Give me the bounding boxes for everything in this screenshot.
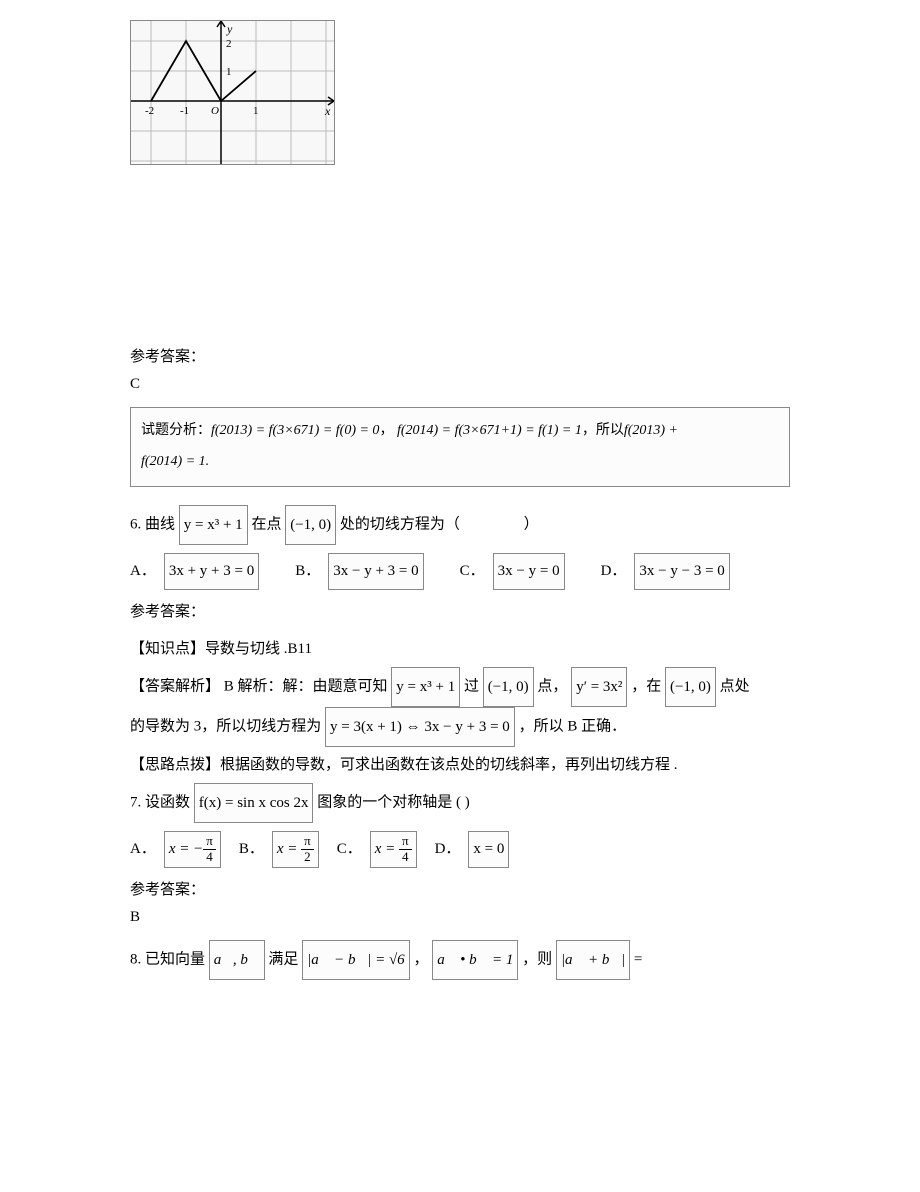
q6-text-c: 处的切线方程为（	[340, 516, 460, 532]
analysis-math-1b: f(2014) = f(3×671+1) = f(1) = 1	[397, 423, 582, 438]
q8-text-c: ，	[413, 951, 428, 967]
q6-opt-d-label: D．	[601, 555, 627, 588]
q6-sol-e: 点处	[720, 678, 750, 694]
q7-opt-b: x = π2	[272, 831, 319, 868]
analysis-text-c: ，所以	[582, 423, 624, 438]
q8-text-b: 满足	[268, 951, 302, 967]
q6-text-b: 在点	[251, 516, 281, 532]
q6-opt-b: 3x − y + 3 = 0	[328, 553, 423, 590]
y-axis-label: y	[226, 22, 233, 36]
q6-text-d: ）	[524, 516, 539, 532]
analysis-prefix: 试题分析：	[141, 423, 211, 438]
svg-text:1: 1	[253, 105, 259, 117]
q8-eq2: a⃗ • b⃗ = 1	[432, 940, 518, 980]
q6-opt-c: 3x − y = 0	[493, 553, 565, 590]
q6-options: A．3x + y + 3 = 0 B．3x − y + 3 = 0 C．3x −…	[130, 553, 790, 590]
q6-knowledge-text: 导数与切线 .B11	[205, 641, 312, 657]
q7-opt-a-label: A．	[130, 833, 156, 866]
q6-pt: (−1, 0)	[285, 505, 336, 545]
q8-eq1: |a⃗ − b⃗| = √6	[302, 940, 410, 980]
answer-letter-7: B	[130, 909, 790, 926]
q6-opt-b-label: B．	[295, 555, 320, 588]
q6-opt-d: 3x − y − 3 = 0	[634, 553, 729, 590]
q6-tip: 【思路点拨】根据函数的导数，可求出函数在该点处的切线斜率，再列出切线方程 .	[130, 747, 790, 783]
q8-text-a: 已知向量	[145, 951, 209, 967]
q6-sol-line2a: 的导数为 3，所以切线方程为	[130, 718, 325, 734]
q8-text-d: ，则	[522, 951, 552, 967]
x-axis-label: x	[324, 104, 331, 118]
svg-text:2: 2	[226, 38, 232, 50]
svg-text:-1: -1	[180, 105, 189, 117]
answer-label-6: 参考答案：	[130, 600, 790, 621]
q6-sol-d: ，在	[631, 678, 661, 694]
q6-tip-text: 根据函数的导数，可求出函数在该点处的切线斜率，再列出切线方程 .	[220, 757, 678, 773]
svg-text:-2: -2	[145, 105, 154, 117]
svg-text:1: 1	[226, 66, 232, 78]
q6-knowledge-label: 【知识点】	[130, 641, 205, 657]
answer-label-7: 参考答案：	[130, 878, 790, 899]
answer-label-5: 参考答案：	[130, 345, 790, 366]
analysis-math-1a: f(2013) = f(3×671) = f(0) = 0	[211, 423, 379, 438]
q7-text-b: 图象的一个对称轴是 ( )	[317, 794, 470, 810]
q6-sol-label: 【答案解析】 B	[130, 678, 234, 694]
svg-text:O: O	[211, 105, 219, 117]
q6-solution: 【答案解析】 B 解析：解：由题意可知 y = x³ + 1 过 (−1, 0)…	[130, 667, 790, 747]
q6-sol-eq2: y′ = 3x²	[571, 667, 627, 707]
question-8: 8. 已知向量 a⃗, b⃗ 满足 |a⃗ − b⃗| = √6 ， a⃗ • …	[130, 940, 790, 980]
q7-opt-d: x = 0	[468, 831, 509, 868]
q6-sol-pt2: (−1, 0)	[665, 667, 716, 707]
analysis-box-5: 试题分析：f(2013) = f(3×671) = f(0) = 0， f(20…	[130, 407, 790, 487]
analysis-math-2: f(2014) = 1.	[141, 454, 209, 469]
q7-num: 7.	[130, 794, 141, 810]
q7-options: A． x = −π4 B． x = π2 C． x = π4 D． x = 0	[130, 831, 790, 868]
q7-eq: f(x) = sin x cos 2x	[194, 783, 314, 823]
q7-opt-b-label: B．	[239, 833, 264, 866]
q6-tip-label: 【思路点拨】	[130, 757, 220, 773]
question-7: 7. 设函数 f(x) = sin x cos 2x 图象的一个对称轴是 ( )	[130, 783, 790, 823]
q6-sol-eq1: y = x³ + 1	[391, 667, 460, 707]
q6-text-a: 曲线	[145, 516, 179, 532]
q6-opt-a-label: A．	[130, 555, 156, 588]
q6-sol-eq3: y = 3(x + 1) ⇔ 3x − y + 3 = 0	[325, 707, 515, 747]
q7-opt-d-label: D．	[435, 833, 461, 866]
q6-eq1: y = x³ + 1	[179, 505, 248, 545]
q8-num: 8.	[130, 951, 141, 967]
q6-sol-pt1: (−1, 0)	[483, 667, 534, 707]
q8-vec: a⃗, b⃗	[209, 940, 265, 980]
q6-opt-c-label: C．	[460, 555, 485, 588]
q6-num: 6.	[130, 516, 141, 532]
q7-opt-c-label: C．	[337, 833, 362, 866]
q7-opt-c: x = π4	[370, 831, 417, 868]
answer-letter-5: C	[130, 376, 790, 393]
analysis-sep: ，	[379, 423, 397, 438]
q7-text-a: 设函数	[145, 794, 190, 810]
analysis-math-1d: f(2013) +	[624, 423, 678, 438]
q8-text-e: =	[634, 951, 642, 967]
q6-sol-b: 过	[464, 678, 479, 694]
q7-opt-a: x = −π4	[164, 831, 221, 868]
function-graph: y x -2 -1 O 1 1 2	[130, 20, 335, 165]
q6-sol-line2b: ，所以 B 正确．	[519, 718, 627, 734]
q8-eq3: |a⃗ + b⃗|	[556, 940, 630, 980]
q6-opt-a: 3x + y + 3 = 0	[164, 553, 259, 590]
q6-sol-c: 点，	[537, 678, 567, 694]
q6-sol-a: 解析：解：由题意可知	[234, 678, 392, 694]
q6-knowledge: 【知识点】导数与切线 .B11	[130, 631, 790, 667]
question-6: 6. 曲线 y = x³ + 1 在点 (−1, 0) 处的切线方程为（ ）	[130, 505, 790, 545]
